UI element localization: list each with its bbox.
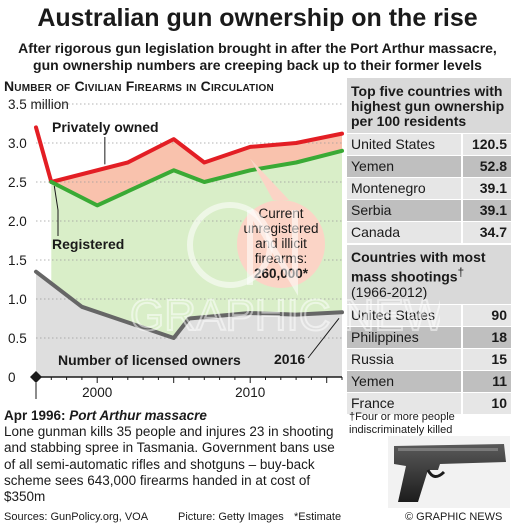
country-value: 52.8 [463, 156, 511, 177]
footer-estimate: *Estimate [294, 511, 342, 523]
ownership-row: United States 120.5 [347, 134, 511, 155]
callout-label-line: unregistered [243, 221, 318, 236]
callout-pointer [250, 158, 289, 200]
year-label: 2016 [274, 351, 305, 367]
country-name: United States [347, 134, 461, 155]
callout-value: 260,000* [254, 266, 309, 281]
event-text: Lone gunman kills 35 people and injures … [4, 424, 335, 505]
country-name: Serbia [347, 200, 461, 221]
footer-credit: © GRAPHIC NEWS [405, 511, 503, 523]
page-subtitle: After rigorous gun legislation brought i… [18, 40, 497, 73]
footer-picture: Picture: Getty Images [178, 511, 284, 523]
y-tick-label: 3.5 million [8, 97, 69, 112]
series-line [34, 269, 344, 340]
side-panel: Top five countries with highest gun owne… [347, 78, 511, 416]
country-value: 11 [463, 370, 511, 392]
y-tick-label: 2.5 [8, 175, 27, 190]
shootings-row: Philippines 18 [347, 326, 511, 348]
shootings-row: Russia 15 [347, 348, 511, 370]
y-tick-label: 0 [8, 370, 16, 385]
handgun-photo [388, 436, 510, 508]
mass-shootings-heading: Countries with most mass shootings† (196… [347, 245, 511, 304]
country-value: 10 [463, 392, 511, 414]
mass-shootings-period: (1966-2012) [351, 283, 428, 300]
footer: Sources: GunPolicy.org, VOA Picture: Get… [0, 507, 515, 528]
country-name: Canada [347, 222, 461, 243]
shootings-row: France 10 [347, 392, 511, 414]
country-value: 39.1 [463, 178, 511, 199]
country-name: Montenegro [347, 178, 461, 199]
dagger-mark: † [457, 266, 465, 279]
ownership-row: Yemen 52.8 [347, 156, 511, 177]
series-label-private: Privately owned [52, 119, 159, 135]
x-tick-label: 2010 [235, 385, 265, 400]
start-marker [30, 371, 42, 383]
callout-label-line: Current [258, 206, 303, 221]
event-title: Apr 1996: Port Arthur massacre [4, 408, 344, 424]
country-name: United States [347, 304, 461, 326]
ownership-row: Canada 34.7 [347, 222, 511, 243]
top-ownership-table: United States 120.5 Yemen 52.8 Montenegro 39.… [347, 134, 511, 243]
chart-ticks: 0 0.5 1.0 1.5 2.0 2.5 3.0 3.5 million 2000 2010 [8, 97, 343, 400]
event-name: Port Arthur massacre [69, 408, 207, 423]
country-value: 120.5 [463, 134, 511, 155]
event-date: Apr 1996: [4, 408, 66, 423]
country-value: 15 [463, 348, 511, 370]
country-name: Yemen [347, 156, 461, 177]
country-name: France [347, 392, 461, 414]
y-tick-label: 1.5 [8, 253, 27, 268]
series-line [49, 148, 344, 208]
licensed-area [36, 271, 342, 377]
footer-sources: Sources: GunPolicy.org, VOA [4, 511, 149, 523]
x-tick-label: 2000 [82, 385, 112, 400]
country-value: 34.7 [463, 222, 511, 243]
country-value: 18 [463, 326, 511, 348]
country-value: 90 [463, 304, 511, 326]
shootings-row: United States 90 [347, 304, 511, 326]
mass-shootings-table: United States 90 Philippines 18 Russia 15 Yeme… [347, 304, 511, 414]
event-description: Apr 1996: Port Arthur massacre Lone gunm… [4, 408, 344, 505]
mass-shootings-footnote: †Four or more people indiscriminately ki… [349, 411, 455, 436]
ownership-row: Montenegro 39.1 [347, 178, 511, 199]
series-label-registered: Registered [52, 236, 124, 252]
ownership-row: Serbia 39.1 [347, 200, 511, 221]
top-ownership-heading: Top five countries with highest gun owne… [347, 78, 511, 133]
y-tick-label: 2.0 [8, 214, 27, 229]
shootings-row: Yemen 11 [347, 370, 511, 392]
country-value: 39.1 [463, 200, 511, 221]
country-name: Russia [347, 348, 461, 370]
y-tick-label: 3.0 [8, 136, 27, 151]
series-label-licensed: Number of licensed owners [58, 352, 241, 368]
y-tick-label: 0.5 [8, 331, 27, 346]
country-name: Yemen [347, 370, 461, 392]
callout-label-line: firearms: [255, 251, 308, 266]
registered-leader [53, 185, 59, 236]
series-line [34, 125, 344, 184]
firearms-chart: 0 0.5 1.0 1.5 2.0 2.5 3.0 3.5 million 2000 2010 P… [8, 97, 344, 400]
mass-shootings-title: Countries with most mass shootings [351, 249, 486, 285]
chart-lines [34, 125, 344, 340]
callout-label-line: and illicit [255, 236, 307, 251]
country-name: Philippines [347, 326, 461, 348]
year-leader [307, 317, 340, 359]
unregistered-area [51, 133, 343, 206]
chart-title: Number of Civilian Firearms in Circulati… [4, 78, 274, 94]
page-title: Australian gun ownership on the rise [37, 4, 478, 32]
y-tick-label: 1.0 [8, 292, 27, 307]
